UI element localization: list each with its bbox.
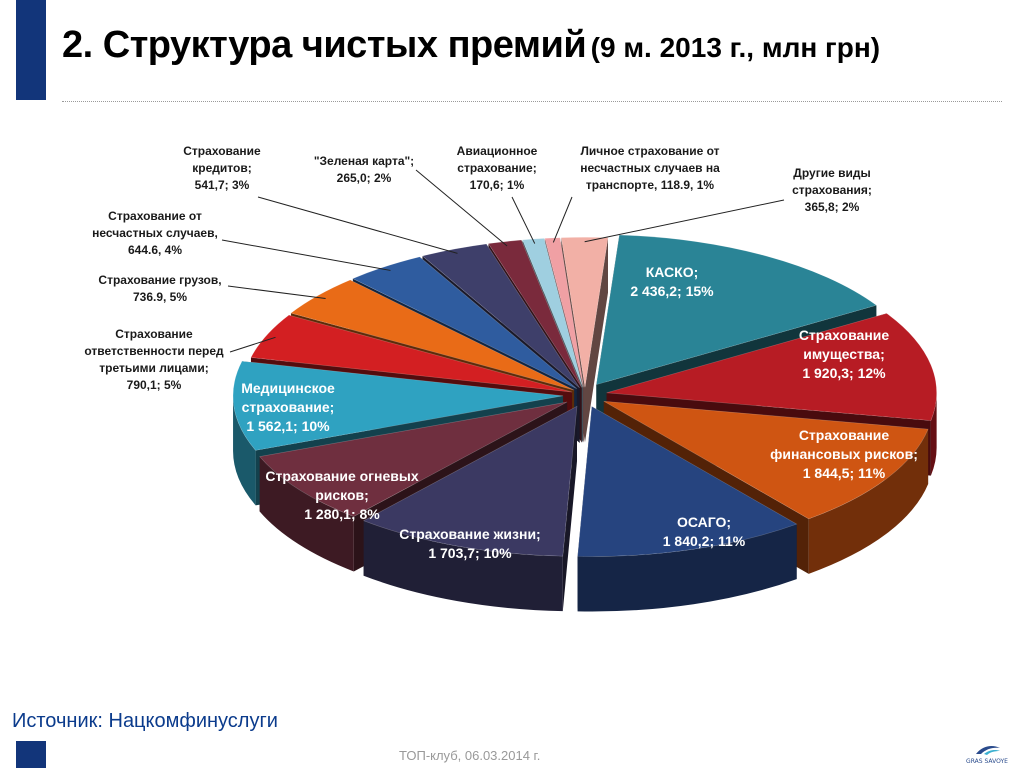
slice-label-0: КАСКО; 2 436,2; 15% <box>630 264 714 299</box>
slice-label-5: Страхование огневых рисков; 1 280,1; 8% <box>265 468 418 522</box>
title-divider <box>62 101 1002 102</box>
pie-slice-13 <box>544 237 584 388</box>
pie-slices <box>232 234 937 612</box>
title-subtitle: (9 м. 2013 г., млн грн) <box>590 32 881 63</box>
pie-slice-4 <box>362 405 578 557</box>
slice-label-2: Страхование финансовых рисков; 1 844,5; 11… <box>770 427 918 481</box>
leader-line-8 <box>227 285 326 299</box>
slice-label-8: Страхование грузов, 736.9, 5% <box>98 273 221 304</box>
pie-slice-9 <box>352 256 578 390</box>
slice-label-4: Страхование жизни; 1 703,7; 10% <box>399 526 540 561</box>
leader-lines <box>221 169 785 353</box>
pie-slice-8 <box>290 279 575 391</box>
slice-side-4 <box>562 406 577 612</box>
leader-line-11 <box>415 169 508 247</box>
slice-side-4 <box>363 520 563 612</box>
source-note: Источник: Нацкомфинуслуги <box>12 710 278 732</box>
pie-slice-7 <box>250 314 573 393</box>
logo-bird-icon <box>976 746 1000 755</box>
pie-slice-1 <box>606 313 937 421</box>
pie-slice-10 <box>421 243 580 389</box>
leader-line-13 <box>552 196 573 243</box>
pie-slice-0 <box>595 234 878 386</box>
logo-text: GRAS SAVOYE <box>966 758 1008 765</box>
slice-side-1 <box>930 392 937 476</box>
slice-side-2 <box>808 429 929 574</box>
leader-line-10 <box>257 196 458 254</box>
slice-label-7: Страхование ответственности перед третьими… <box>84 327 224 392</box>
slice-label-10: Страхование кредитов; 541,7; 3% <box>183 144 261 192</box>
accent-bar-top <box>16 0 46 100</box>
pie-slice-14 <box>560 236 609 388</box>
slice-label-12: Авиационное страхование; 170,6; 1% <box>457 144 538 192</box>
accent-bar-bottom <box>16 741 46 768</box>
slice-label-3: ОСАГО; 1 840,2; 11% <box>663 514 746 549</box>
leader-line-14 <box>584 199 785 243</box>
slice-side-6 <box>233 395 256 506</box>
slice-label-9: Страхование от несчастных случаев, 644.6, … <box>92 209 218 257</box>
pie-slice-2 <box>603 400 929 520</box>
slice-side-5 <box>259 456 354 572</box>
title-main: 2. Структура чистых премий <box>62 24 587 66</box>
slice-label-6: Медицинское страхование; 1 562,1; 10% <box>241 380 335 434</box>
slice-label-1: Страхование имущества; 1 920,3; 12% <box>799 327 890 381</box>
slice-label-13: Личное страхование от несчастных случаев … <box>580 144 720 192</box>
slice-label-11: "Зеленая карта"; 265,0; 2% <box>314 154 414 185</box>
leader-line-12 <box>511 196 536 244</box>
leader-line-7 <box>229 336 276 353</box>
pie-slice-3 <box>577 406 798 557</box>
pie-slice-11 <box>487 239 583 388</box>
pie-slice-5 <box>259 401 568 517</box>
footer-text: ТОП-клуб, 06.03.2014 г. <box>399 748 541 763</box>
slice-label-14: Другие виды страхования; 365,8; 2% <box>792 166 872 214</box>
slice-labels: КАСКО; 2 436,2; 15% Страхование имущества; 1… <box>84 144 918 561</box>
gras-savoye-logo: GRAS SAVOYE <box>962 740 1012 766</box>
pie-slice-12 <box>522 238 584 388</box>
pie-slice-6 <box>232 360 564 451</box>
slice-side-14 <box>584 237 609 443</box>
page-title: 2. Структура чистых премий (9 м. 2013 г.… <box>62 24 880 67</box>
slice-side-3 <box>577 524 797 612</box>
leader-line-9 <box>221 239 391 271</box>
